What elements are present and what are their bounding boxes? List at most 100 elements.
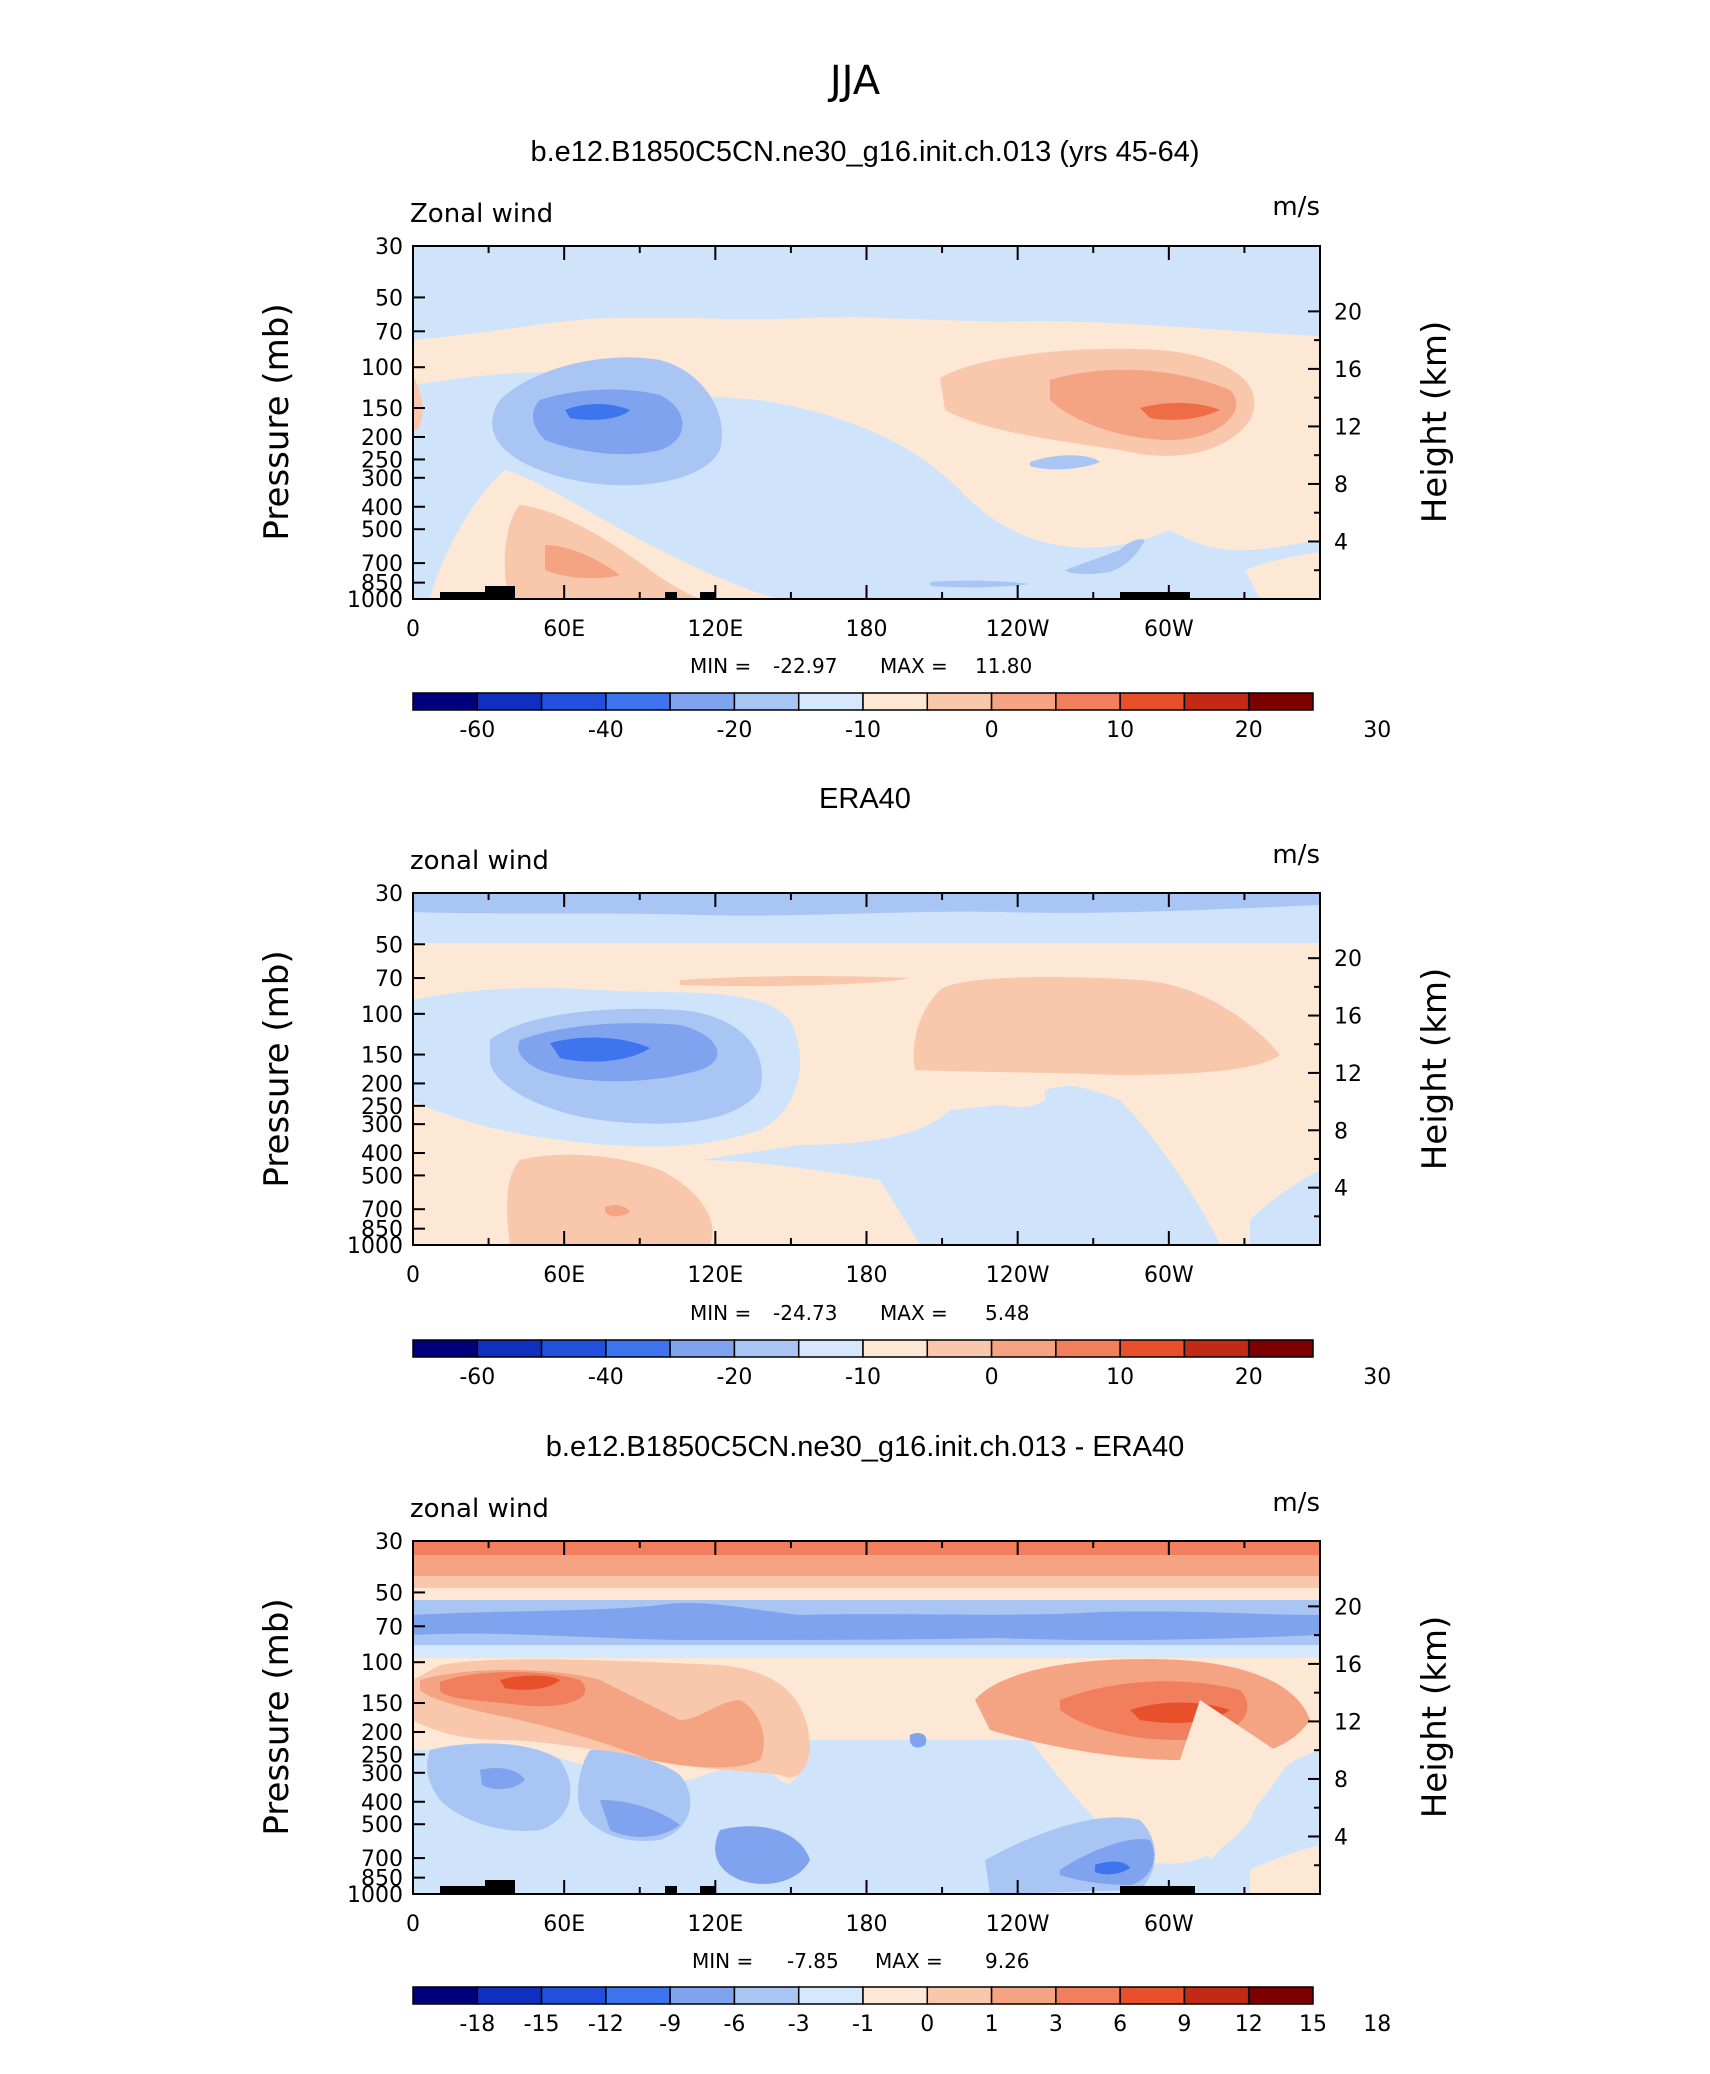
panel-3: b.e12.B1850C5CN.ne30_g16.init.ch.013 - E… [257, 1431, 1455, 2037]
colorbar-swatch [1247, 1986, 1314, 2005]
y-axis-label: Pressure (mb) [257, 950, 297, 1187]
colorbar-label: -20 [716, 718, 752, 743]
colorbar-label: 30 [1363, 1365, 1391, 1390]
max-value: 11.80 [975, 654, 1032, 678]
colorbar-label: -20 [716, 1365, 752, 1390]
y-right-tick-label: 12 [1334, 1062, 1362, 1087]
colorbar-swatch [1119, 1339, 1186, 1358]
y-tick-label: 400 [361, 496, 403, 521]
colorbar-swatch [605, 1339, 671, 1358]
colorbar-label: -60 [459, 1365, 495, 1390]
colorbar-label: 10 [1106, 1365, 1134, 1390]
y-axis-label: Pressure (mb) [257, 303, 297, 540]
colorbar-swatch [669, 692, 736, 711]
y-tick-label: 100 [361, 1003, 403, 1028]
colorbar-label: -60 [459, 718, 495, 743]
y-axis-label: Pressure (mb) [257, 1598, 297, 1835]
y-tick-label: 150 [361, 397, 403, 422]
panel-1: b.e12.B1850C5CN.ne30_g16.init.ch.013 (yr… [257, 136, 1455, 743]
y-tick-label: 300 [361, 1113, 403, 1138]
colorbar-label: -10 [845, 1365, 881, 1390]
x-tick-label: 180 [846, 617, 888, 642]
colorbar-label: 30 [1363, 718, 1391, 743]
x-tick-label: 60W [1144, 1263, 1194, 1288]
colorbar-label: 18 [1363, 2012, 1391, 2037]
colorbar-swatch [862, 1339, 929, 1358]
colorbar-swatch [412, 1339, 479, 1358]
x-tick-label: 120E [687, 1912, 743, 1937]
units-label: m/s [1272, 192, 1320, 222]
colorbar-label: -6 [723, 2012, 745, 2037]
x-tick-label: 60E [543, 1263, 585, 1288]
colorbar-label: 1 [985, 2012, 999, 2037]
colorbar-label: -18 [459, 2012, 495, 2037]
x-tick-label: 120W [986, 617, 1050, 642]
y-axis-right-label: Height (km) [1415, 1616, 1455, 1819]
colorbar-swatch [1055, 1986, 1121, 2005]
panel-title: ERA40 [819, 783, 911, 815]
y-tick-label: 300 [361, 1762, 403, 1787]
y-tick-label: 300 [361, 467, 403, 492]
colorbar-label: -40 [588, 1365, 624, 1390]
colorbar-label: 10 [1106, 718, 1134, 743]
x-tick-label: 120E [687, 1263, 743, 1288]
max-value: 9.26 [985, 1949, 1030, 1973]
colorbar-label: -1 [852, 2012, 874, 2037]
y-tick-label: 700 [361, 1847, 403, 1872]
min-value: -24.73 [773, 1301, 837, 1325]
colorbar-swatch [1247, 692, 1314, 711]
max-label: MAX = [880, 654, 948, 678]
colorbar-swatch [1247, 1339, 1314, 1358]
y-tick-label: 500 [361, 518, 403, 543]
colorbar-swatch [862, 1986, 929, 2005]
x-tick-label: 60E [543, 1912, 585, 1937]
y-right-tick-label: 4 [1334, 1177, 1348, 1202]
colorbar-swatch [797, 692, 864, 711]
y-tick-label: 150 [361, 1692, 403, 1717]
x-tick-label: 0 [406, 617, 420, 642]
y-tick-label: 100 [361, 1651, 403, 1676]
y-tick-label: 100 [361, 356, 403, 381]
y-right-tick-label: 16 [1334, 358, 1362, 383]
contour-field [413, 246, 1320, 599]
colorbar-swatch [990, 1986, 1057, 2005]
y-tick-label: 1000 [347, 1234, 403, 1259]
y-right-tick-label: 16 [1334, 1653, 1362, 1678]
x-tick-label: 60W [1144, 1912, 1194, 1937]
colorbar: -60 -40 -20 -10 0 10 20 30 [412, 1339, 1391, 1390]
y-tick-label: 250 [361, 448, 403, 473]
x-tick-label: 60E [543, 617, 585, 642]
colorbar-swatch [412, 692, 479, 711]
y-tick-label: 50 [375, 286, 403, 311]
y-tick-label: 200 [361, 1721, 403, 1746]
variable-label: Zonal wind [410, 199, 553, 229]
y-tick-label: 250 [361, 1095, 403, 1120]
x-tick-label: 180 [846, 1263, 888, 1288]
y-right-tick-label: 4 [1334, 1825, 1348, 1850]
y-tick-label: 200 [361, 1072, 403, 1097]
max-label: MAX = [880, 1301, 948, 1325]
colorbar-swatch [733, 1339, 800, 1358]
colorbar-label: -12 [588, 2012, 624, 2037]
x-tick-label: 0 [406, 1912, 420, 1937]
colorbar-swatch [412, 1986, 479, 2005]
colorbar-swatch [926, 1986, 993, 2005]
min-label: MIN = [692, 1949, 753, 1973]
min-label: MIN = [690, 1301, 751, 1325]
colorbar-swatch [476, 692, 543, 711]
colorbar-label: 20 [1235, 718, 1263, 743]
y-right-tick-label: 8 [1334, 1768, 1348, 1793]
colorbar-swatch [733, 692, 800, 711]
contour-field [413, 893, 1320, 1245]
panel-title: b.e12.B1850C5CN.ne30_g16.init.ch.013 - E… [546, 1431, 1184, 1463]
colorbar-label: 3 [1049, 2012, 1063, 2037]
max-label: MAX = [875, 1949, 943, 1973]
colorbar-label: 20 [1235, 1365, 1263, 1390]
variable-label: zonal wind [410, 1494, 549, 1524]
y-tick-label: 700 [361, 552, 403, 577]
colorbar-swatch [862, 692, 929, 711]
y-right-tick-label: 20 [1334, 1595, 1362, 1620]
y-tick-label: 50 [375, 933, 403, 958]
